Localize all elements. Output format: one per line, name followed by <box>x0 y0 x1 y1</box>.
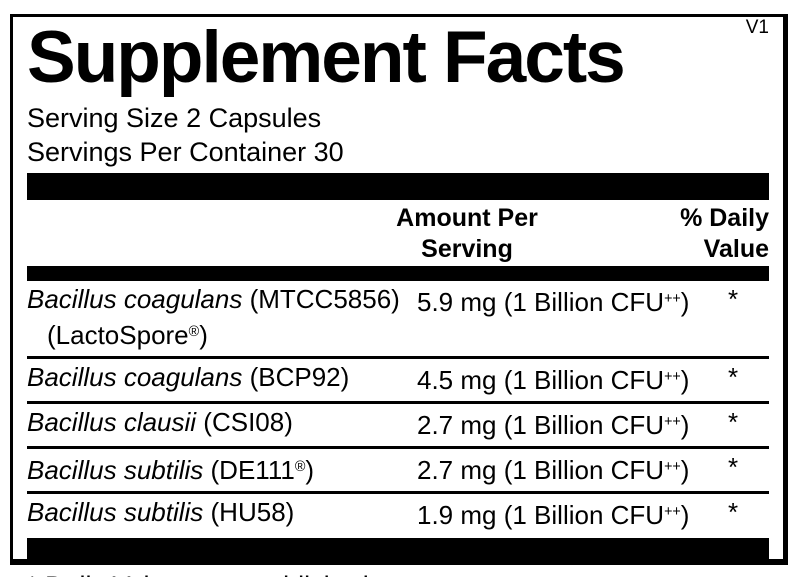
column-header-row: Amount Per Serving % Daily Value <box>27 200 769 266</box>
text-segment: ® <box>188 324 200 340</box>
daily-value-cell: * <box>727 497 739 527</box>
text-segment: ++ <box>664 369 681 385</box>
divider-bar-header <box>27 266 769 281</box>
divider-bar-bottom <box>27 538 769 564</box>
amount-per-serving-value: 4.5 mg (1 Billion CFU++) <box>417 361 697 397</box>
text-segment: ) <box>305 455 315 485</box>
daily-value-header: % Daily Value <box>680 203 769 265</box>
text-segment: ++ <box>664 504 681 520</box>
text-segment: Bacillus coagulans <box>27 362 243 392</box>
text-segment: ++ <box>664 414 681 430</box>
ingredient-name: Bacillus subtilis (HU58) <box>27 496 417 532</box>
text-segment: (BCP92) <box>242 362 350 392</box>
text-segment: ® <box>294 459 306 475</box>
ingredient-table: Bacillus coagulans (MTCC5856) (LactoSpore… <box>27 281 769 536</box>
text-segment: Bacillus coagulans <box>27 284 243 314</box>
daily-value-cell: * <box>727 452 739 482</box>
text-segment: (MTCC5856) <box>242 284 400 314</box>
text-segment: (DE111 <box>203 455 295 485</box>
amount-per-serving-header: Amount Per Serving <box>327 203 607 265</box>
amount-per-serving-value: 2.7 mg (1 Billion CFU++) <box>417 406 697 442</box>
daily-value-cell: * <box>727 284 739 314</box>
daily-value-cell: * <box>727 362 739 392</box>
text-segment: ++ <box>664 291 681 307</box>
daily-value-cell: * <box>727 407 739 437</box>
serving-info: Serving Size 2 Capsules Servings Per Con… <box>27 101 769 169</box>
ingredient-name-line1: Bacillus subtilis (DE111®) <box>27 451 417 487</box>
text-segment: 5.9 mg (1 Billion CFU <box>417 287 665 317</box>
text-segment: ) <box>199 320 208 350</box>
dv-header-line1: % Daily <box>680 204 769 232</box>
ingredient-row: Bacillus subtilis (HU58) 1.9 mg (1 Billio… <box>27 494 769 536</box>
text-segment: Bacillus subtilis <box>27 497 204 527</box>
amount-per-serving-value: 5.9 mg (1 Billion CFU++) <box>417 283 697 352</box>
amount-header-line1: Amount Per <box>396 204 538 232</box>
text-segment: ) <box>680 455 690 485</box>
page-title: Supplement Facts <box>27 17 626 98</box>
servings-per-container: Servings Per Container 30 <box>27 137 344 167</box>
ingredient-name-line1: Bacillus clausii (CSI08) <box>27 406 417 439</box>
amount-per-serving-value: 1.9 mg (1 Billion CFU++) <box>417 496 697 532</box>
text-segment: Bacillus subtilis <box>27 455 204 485</box>
ingredient-name-line2: (LactoSpore®) <box>27 316 417 352</box>
ingredient-name-line1: Bacillus coagulans (BCP92) <box>27 361 417 394</box>
text-segment: Bacillus clausii <box>27 407 197 437</box>
text-segment: ) <box>680 287 690 317</box>
ingredient-row: Bacillus subtilis (DE111®) 2.7 mg (1 Bill… <box>27 449 769 494</box>
ingredient-name-line1: Bacillus subtilis (HU58) <box>27 496 417 529</box>
text-segment: (HU58) <box>203 497 295 527</box>
text-segment: (CSI08) <box>196 407 293 437</box>
ingredient-name-line1: Bacillus coagulans (MTCC5856) <box>27 283 417 316</box>
ingredient-name: Bacillus subtilis (DE111®) <box>27 451 417 487</box>
text-segment: 2.7 mg (1 Billion CFU <box>417 410 665 440</box>
text-segment: ) <box>680 500 690 530</box>
amount-header-line2: Serving <box>421 235 513 263</box>
text-segment: ) <box>680 365 690 395</box>
text-segment: 4.5 mg (1 Billion CFU <box>417 365 665 395</box>
ingredient-row: Bacillus coagulans (BCP92) 4.5 mg (1 Bill… <box>27 359 769 404</box>
text-segment: ++ <box>664 459 681 475</box>
version-superscript: V1 <box>745 17 769 38</box>
footnote: * Daily Value not established. <box>27 564 769 577</box>
ingredient-name: Bacillus coagulans (MTCC5856) (LactoSpore… <box>27 283 417 352</box>
text-segment: 1.9 mg (1 Billion CFU <box>417 500 665 530</box>
text-segment: ) <box>680 410 690 440</box>
ingredient-row: Bacillus clausii (CSI08) 2.7 mg (1 Billio… <box>27 404 769 449</box>
text-segment: 2.7 mg (1 Billion CFU <box>417 455 665 485</box>
ingredient-name: Bacillus coagulans (BCP92) <box>27 361 417 397</box>
ingredient-name: Bacillus clausii (CSI08) <box>27 406 417 442</box>
ingredient-row: Bacillus coagulans (MTCC5856) (LactoSpore… <box>27 281 769 359</box>
amount-per-serving-value: 2.7 mg (1 Billion CFU++) <box>417 451 697 487</box>
dv-header-line2: Value <box>703 235 769 263</box>
supplement-facts-label: Supplement Facts V1 Serving Size 2 Capsu… <box>10 14 788 577</box>
serving-size: Serving Size 2 Capsules <box>27 103 322 133</box>
title-bar: Supplement Facts V1 <box>27 17 769 99</box>
divider-bar-top <box>27 173 769 200</box>
text-segment: (LactoSpore <box>47 320 189 350</box>
